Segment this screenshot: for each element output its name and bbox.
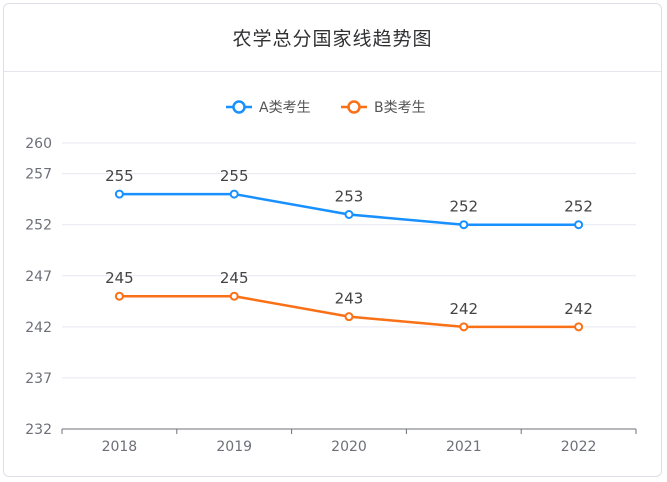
- data-point: [574, 220, 584, 230]
- x-tick-label: 2018: [102, 439, 138, 455]
- data-label: 255: [105, 167, 134, 185]
- data-label: 253: [335, 188, 364, 206]
- x-tick-label: 2022: [561, 439, 597, 455]
- legend-marker: [232, 100, 246, 114]
- x-tick-label: 2019: [216, 439, 252, 455]
- data-point: [574, 322, 584, 332]
- data-point: [229, 189, 239, 199]
- legend-label: A类考生: [259, 100, 311, 116]
- x-tick-label: 2020: [331, 439, 367, 455]
- y-tick-label: 237: [25, 371, 52, 387]
- data-point: [459, 220, 469, 230]
- y-tick-label: 242: [25, 320, 52, 336]
- y-tick-label: 232: [25, 422, 52, 438]
- data-point: [344, 312, 354, 322]
- legend-marker: [347, 100, 361, 114]
- data-label: 243: [335, 290, 364, 308]
- x-tick-label: 2021: [446, 439, 482, 455]
- data-label: 242: [449, 300, 478, 318]
- y-tick-label: 247: [25, 269, 52, 285]
- data-point: [114, 291, 124, 301]
- y-tick-label: 257: [25, 167, 52, 183]
- data-point: [459, 322, 469, 332]
- data-label: 252: [564, 198, 593, 216]
- data-point: [344, 210, 354, 219]
- data-label: 245: [105, 269, 134, 287]
- data-label: 245: [220, 269, 249, 287]
- data-label: 255: [220, 167, 249, 185]
- y-tick-label: 260: [25, 136, 52, 152]
- chart-card: 农学总分国家线趋势图: [3, 3, 662, 477]
- data-point: [114, 189, 124, 199]
- chart-title: 农学总分国家线趋势图: [232, 28, 433, 50]
- legend-label: B类考生: [374, 100, 426, 116]
- data-label: 252: [449, 198, 478, 216]
- card-header: 农学总分国家线趋势图: [4, 4, 661, 72]
- data-point: [229, 291, 239, 301]
- y-tick-label: 252: [25, 218, 52, 234]
- data-label: 242: [564, 300, 593, 318]
